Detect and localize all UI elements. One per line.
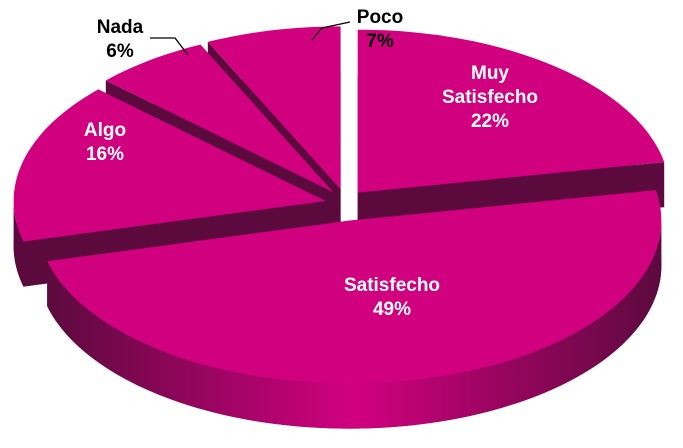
slice-outer-wall: [13, 201, 24, 287]
slice-value-label: 22%: [471, 111, 509, 132]
slice-value-label: 49%: [373, 299, 411, 320]
slice-top: [13, 89, 326, 242]
slice-label: Muy Satisfecho: [442, 63, 538, 108]
leader-line: [150, 37, 189, 56]
leader-line: [311, 21, 351, 41]
slice-top: [357, 29, 665, 193]
slice-label: Nada: [97, 17, 144, 38]
slice: [47, 190, 662, 429]
slice-top: [47, 190, 662, 384]
slice-outer-wall: [47, 220, 662, 429]
slice-label: Satisfecho: [344, 275, 440, 296]
slice-top: [105, 44, 334, 193]
slice-value-label: 7%: [366, 31, 394, 52]
slice-label: Algo: [84, 120, 126, 141]
slice-value-label: 16%: [86, 144, 124, 165]
slice-value-label: 6%: [106, 41, 134, 62]
slice-top: [207, 26, 341, 190]
slice-label: Poco: [357, 7, 403, 28]
